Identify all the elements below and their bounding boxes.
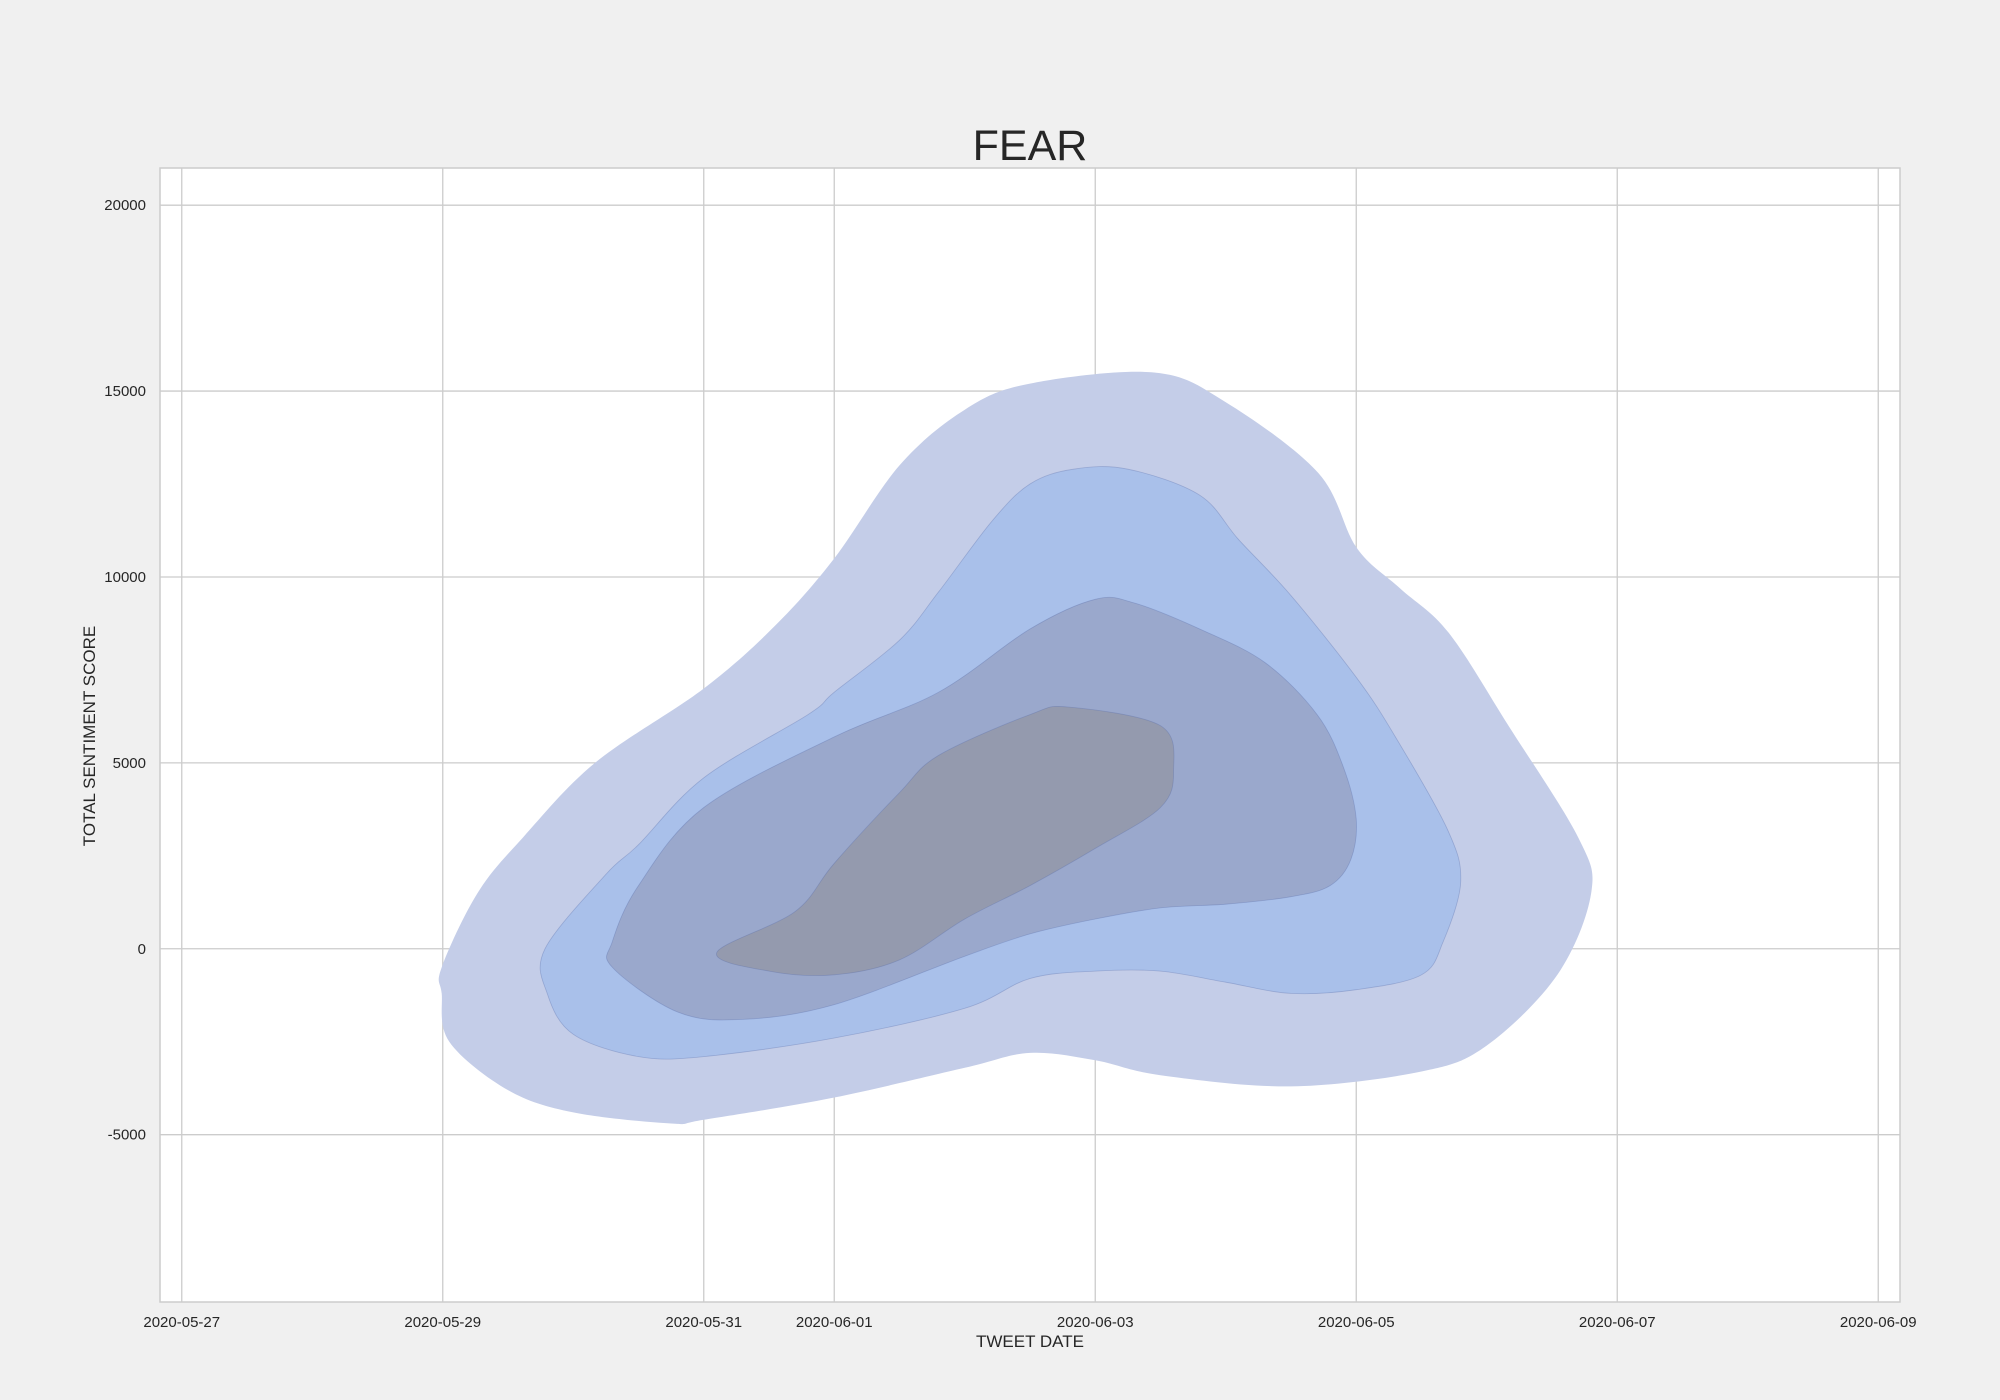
x-tick-label: 2020-05-27 (143, 1314, 220, 1331)
y-tick-label: 5000 (113, 755, 146, 772)
x-tick-label: 2020-05-29 (404, 1314, 481, 1331)
x-tick-label: 2020-06-05 (1318, 1314, 1395, 1331)
chart-title: FEAR (973, 122, 1088, 170)
x-tick-label: 2020-06-01 (796, 1314, 873, 1331)
y-tick-labels: -5000 0 5000 10000 15000 20000 (104, 197, 146, 1144)
density-contour-level-4 (716, 705, 1175, 976)
y-tick-label: 0 (138, 941, 146, 958)
y-tick-label: -5000 (108, 1127, 146, 1144)
x-tick-labels: 2020-05-27 2020-05-29 2020-05-31 2020-06-01… (143, 1314, 1916, 1331)
x-tick-label: 2020-05-31 (665, 1314, 742, 1331)
x-tick-label: 2020-06-09 (1840, 1314, 1917, 1331)
y-tick-label: 10000 (104, 569, 146, 586)
x-axis-label: TWEET DATE (976, 1332, 1084, 1351)
x-tick-label: 2020-06-03 (1057, 1314, 1134, 1331)
y-tick-label: 15000 (104, 383, 146, 400)
x-tick-label: 2020-06-07 (1579, 1314, 1656, 1331)
y-tick-label: 20000 (104, 197, 146, 214)
y-axis-label: TOTAL SENTIMENT SCORE (80, 626, 99, 846)
density-contours (438, 371, 1593, 1125)
